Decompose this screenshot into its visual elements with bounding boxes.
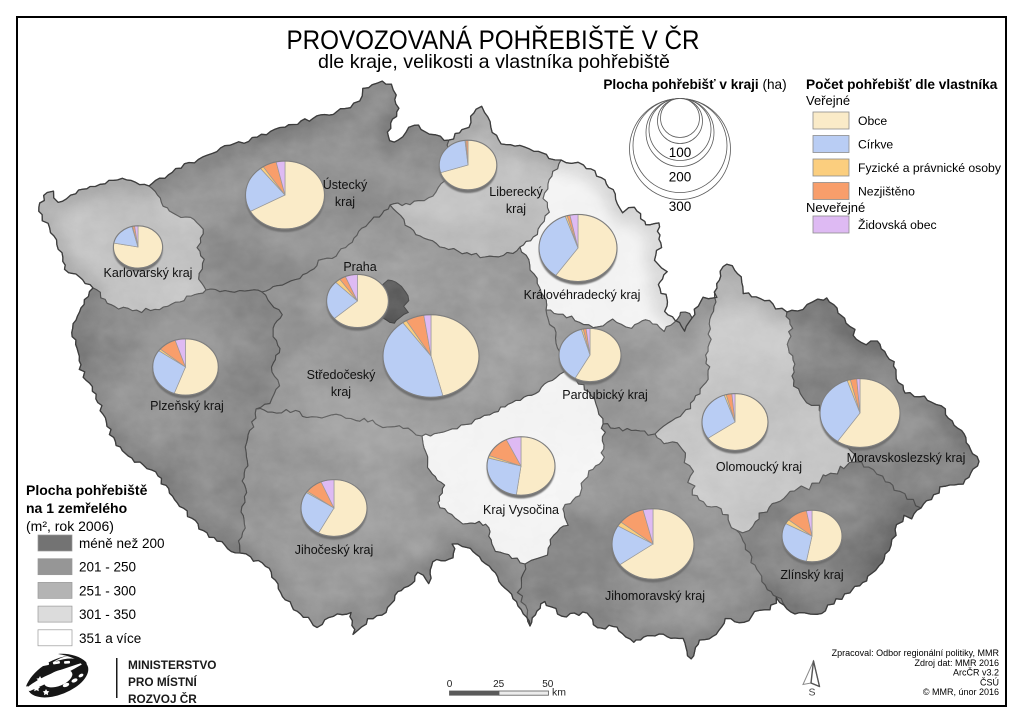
svg-text:kraj: kraj — [331, 385, 351, 399]
svg-text:Neveřejné: Neveřejné — [806, 200, 865, 215]
svg-text:méně než 200: méně než 200 — [79, 536, 165, 551]
svg-text:kraj: kraj — [335, 195, 355, 209]
svg-text:Plzeňský kraj: Plzeňský kraj — [150, 399, 224, 413]
svg-text:Fyzické a právnické osoby: Fyzické a právnické osoby — [858, 161, 1002, 175]
svg-text:50: 50 — [542, 679, 554, 690]
svg-text:Středočeský: Středočeský — [307, 368, 377, 382]
svg-text:Olomoucký kraj: Olomoucký kraj — [716, 460, 802, 474]
svg-text:PRO MÍSTNÍ: PRO MÍSTNÍ — [128, 675, 198, 689]
svg-text:0: 0 — [447, 679, 453, 690]
svg-text:200: 200 — [669, 170, 692, 185]
svg-text:351 a více: 351 a více — [79, 631, 141, 646]
svg-text:25: 25 — [493, 679, 505, 690]
svg-text:Kraj Vysočina: Kraj Vysočina — [483, 503, 559, 517]
svg-text:Praha: Praha — [343, 260, 376, 274]
svg-text:Veřejné: Veřejné — [806, 93, 850, 108]
svg-text:Židovská obec: Židovská obec — [858, 217, 937, 232]
svg-text:Obce: Obce — [858, 114, 887, 128]
svg-text:MINISTERSTVO: MINISTERSTVO — [128, 658, 216, 672]
svg-text:km: km — [552, 687, 566, 699]
svg-text:Plocha pohřebišť v kraji (ha): Plocha pohřebišť v kraji (ha) — [603, 77, 786, 92]
svg-text:S: S — [808, 687, 815, 699]
svg-text:Jihočeský kraj: Jihočeský kraj — [295, 543, 374, 557]
svg-text:ROZVOJ ČR: ROZVOJ ČR — [128, 692, 197, 706]
svg-text:Královéhradecký kraj: Královéhradecký kraj — [524, 288, 641, 302]
svg-text:Plocha pohřebiště: Plocha pohřebiště — [26, 482, 148, 498]
svg-text:251 - 300: 251 - 300 — [79, 583, 136, 598]
svg-text:© MMR, únor 2016: © MMR, únor 2016 — [923, 687, 999, 697]
svg-text:300: 300 — [669, 199, 692, 214]
svg-text:Karlovarský kraj: Karlovarský kraj — [104, 266, 193, 280]
svg-text:(m², rok 2006): (m², rok 2006) — [26, 518, 114, 534]
svg-text:PROVOZOVANÁ POHŘEBIŠTĚ V ČR: PROVOZOVANÁ POHŘEBIŠTĚ V ČR — [287, 24, 700, 55]
svg-text:Počet pohřebišť dle vlastníka: Počet pohřebišť dle vlastníka — [806, 77, 998, 92]
svg-text:301 - 350: 301 - 350 — [79, 607, 136, 622]
svg-text:Zdroj dat: MMR 2016: Zdroj dat: MMR 2016 — [914, 658, 999, 668]
svg-text:kraj: kraj — [506, 202, 526, 216]
svg-text:100: 100 — [669, 145, 692, 160]
svg-text:Pardubický kraj: Pardubický kraj — [562, 388, 647, 402]
svg-text:Církve: Církve — [858, 138, 893, 152]
svg-text:dle kraje, velikosti a vlastní: dle kraje, velikosti a vlastníka pohřebi… — [318, 51, 670, 73]
svg-text:Zpracoval: Odbor regionální po: Zpracoval: Odbor regionální politiky, MM… — [832, 648, 1000, 658]
svg-text:Nezjištěno: Nezjištěno — [858, 185, 915, 199]
svg-text:201 - 250: 201 - 250 — [79, 560, 136, 575]
svg-text:Moravskoslezský kraj: Moravskoslezský kraj — [847, 451, 966, 465]
svg-text:Liberecký: Liberecký — [489, 185, 543, 199]
svg-text:ČSÚ: ČSÚ — [980, 677, 999, 687]
svg-text:Zlínský kraj: Zlínský kraj — [780, 568, 843, 582]
svg-text:ArcČR v3.2: ArcČR v3.2 — [953, 668, 999, 678]
svg-text:Ústecký: Ústecký — [323, 177, 368, 192]
svg-text:na 1 zemřelého: na 1 zemřelého — [26, 500, 127, 516]
svg-text:Jihomoravský kraj: Jihomoravský kraj — [605, 589, 705, 603]
